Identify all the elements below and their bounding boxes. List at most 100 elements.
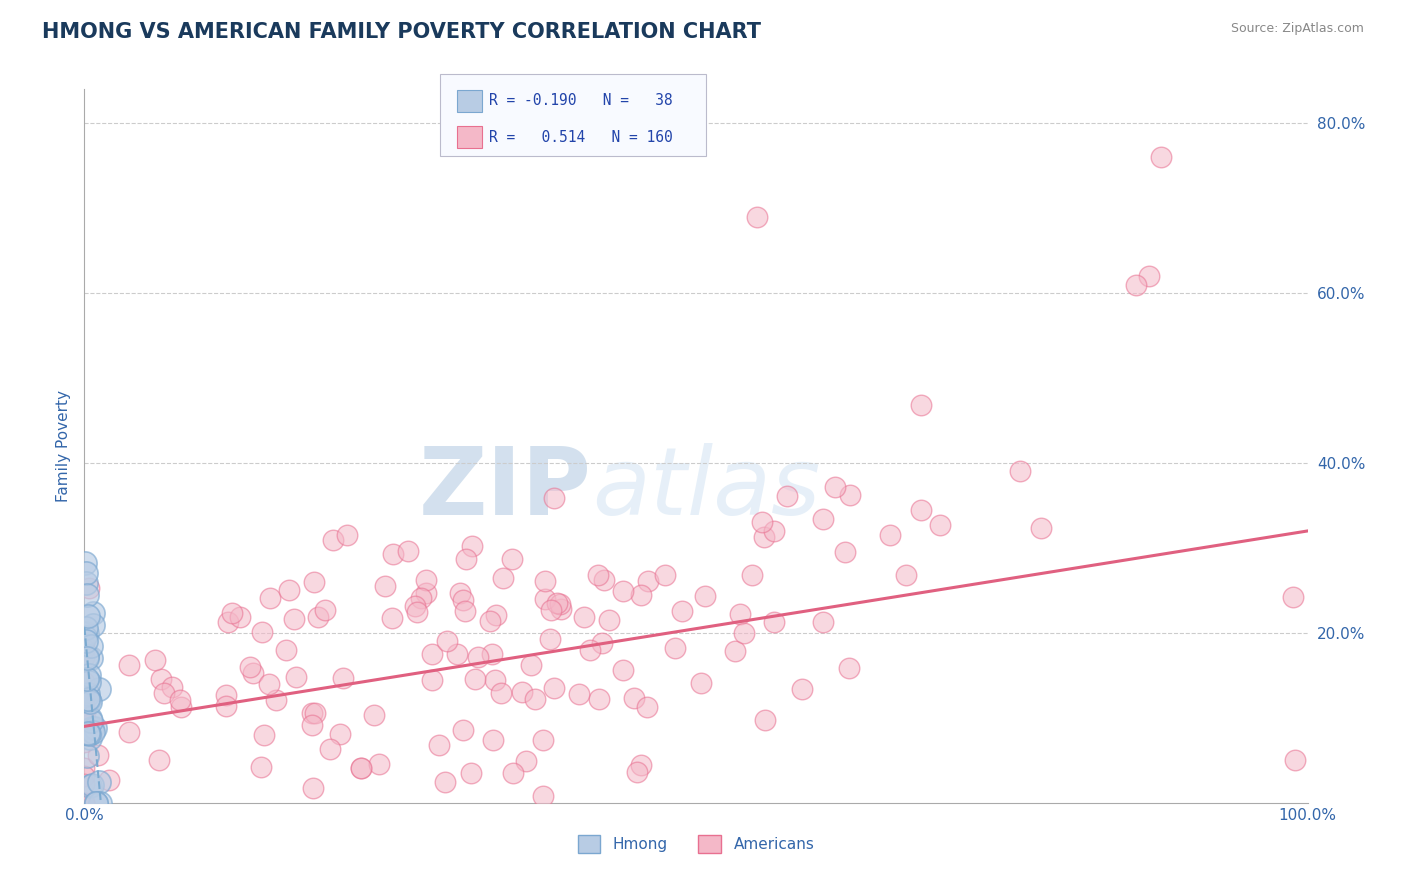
Text: R = -0.190   N =   38: R = -0.190 N = 38: [489, 94, 673, 109]
Point: [73, 796, 96, 810]
Point: [747, 210, 769, 224]
Point: [80, 778, 103, 792]
Point: [1282, 590, 1305, 604]
Point: [239, 660, 262, 674]
Point: [733, 626, 755, 640]
Point: [73, 698, 96, 713]
Point: [329, 727, 352, 741]
Point: [148, 753, 170, 767]
Point: [593, 573, 616, 587]
Point: [250, 624, 273, 639]
Point: [548, 597, 571, 611]
Point: [75, 575, 97, 590]
Point: [84, 721, 107, 735]
Text: ZIP: ZIP: [419, 442, 592, 535]
Point: [301, 706, 323, 721]
Point: [422, 673, 444, 688]
Point: [574, 610, 596, 624]
Point: [910, 502, 932, 516]
Point: [169, 693, 191, 707]
Point: [502, 765, 524, 780]
Point: [762, 615, 785, 629]
Point: [491, 571, 513, 585]
Point: [420, 648, 443, 662]
Point: [77, 608, 100, 623]
Point: [86, 748, 108, 763]
Point: [84, 796, 107, 810]
Point: [374, 579, 396, 593]
Point: [79, 731, 101, 745]
Point: [482, 733, 505, 747]
Point: [533, 574, 555, 588]
Point: [724, 644, 747, 658]
Point: [87, 775, 110, 789]
Point: [257, 677, 280, 691]
Point: [485, 607, 508, 622]
Point: [427, 739, 450, 753]
Point: [283, 611, 305, 625]
Point: [302, 574, 325, 589]
Point: [73, 641, 96, 656]
Point: [1137, 269, 1160, 284]
Point: [278, 583, 301, 598]
Point: [568, 687, 591, 701]
Point: [533, 592, 555, 607]
Point: [307, 609, 329, 624]
Point: [73, 637, 96, 651]
Point: [546, 596, 568, 610]
Point: [314, 603, 336, 617]
Point: [87, 681, 110, 696]
Point: [896, 568, 918, 582]
Point: [467, 650, 489, 665]
Point: [259, 591, 281, 606]
Point: [73, 796, 96, 810]
Point: [406, 605, 429, 619]
Point: [77, 692, 100, 706]
Point: [150, 673, 173, 687]
Point: [1125, 277, 1147, 292]
Point: [75, 620, 97, 634]
Point: [591, 636, 613, 650]
Point: [501, 551, 523, 566]
Point: [671, 604, 693, 618]
Point: [75, 566, 97, 581]
Point: [479, 614, 502, 628]
Point: [73, 735, 96, 749]
Point: [118, 657, 141, 672]
Point: [910, 398, 932, 412]
Point: [82, 618, 104, 632]
Point: [636, 700, 658, 714]
Point: [790, 681, 813, 696]
Point: [77, 667, 100, 681]
Point: [250, 760, 273, 774]
Point: [543, 491, 565, 505]
Point: [332, 672, 354, 686]
Y-axis label: Family Poverty: Family Poverty: [56, 390, 72, 502]
Point: [84, 796, 107, 810]
Point: [217, 615, 239, 629]
Point: [637, 574, 659, 588]
Point: [73, 713, 96, 727]
Point: [464, 672, 486, 686]
Point: [409, 591, 432, 606]
Point: [76, 673, 98, 687]
Point: [449, 585, 471, 599]
Point: [80, 714, 103, 728]
Point: [79, 727, 101, 741]
Point: [693, 589, 716, 603]
Legend: Hmong, Americans: Hmong, Americans: [571, 829, 821, 859]
Point: [98, 772, 121, 787]
Point: [415, 573, 437, 587]
Point: [598, 613, 620, 627]
Point: [404, 599, 426, 613]
Point: [588, 692, 610, 706]
Point: [540, 602, 562, 616]
Point: [73, 650, 96, 665]
Point: [752, 530, 775, 544]
Point: [221, 606, 243, 620]
Point: [928, 518, 950, 533]
Point: [79, 711, 101, 725]
Point: [304, 706, 326, 720]
Point: [451, 592, 474, 607]
Point: [630, 588, 652, 602]
